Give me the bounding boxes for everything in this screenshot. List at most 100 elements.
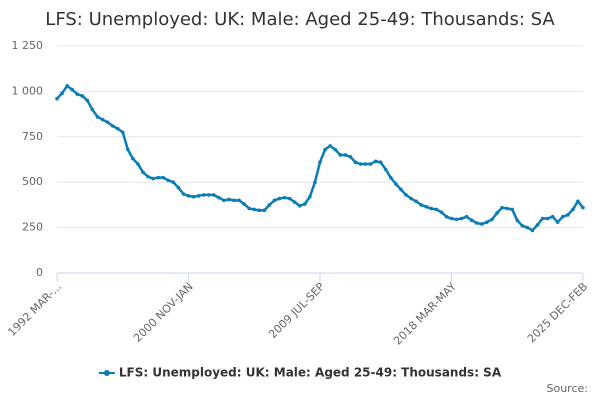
data-point (571, 207, 575, 212)
data-point (308, 194, 312, 199)
y-tick-label: 500 (22, 175, 43, 188)
data-point (55, 96, 59, 101)
data-point (474, 221, 479, 225)
source: Source: (547, 382, 589, 395)
data-point (201, 193, 206, 197)
data-point (206, 193, 211, 197)
data-point (353, 160, 358, 165)
data-point (378, 160, 383, 165)
data-point (262, 208, 267, 213)
data-point (454, 217, 459, 222)
data-point (363, 162, 368, 166)
data-point (166, 178, 171, 183)
x-tick-label: 2018 MAR-MAY (391, 280, 459, 348)
data-point (399, 187, 403, 192)
data-point (95, 115, 100, 119)
data-point (505, 206, 509, 211)
data-point (252, 207, 257, 212)
data-point (343, 153, 348, 157)
data-point (237, 198, 241, 203)
y-tick-label: 0 (36, 266, 43, 279)
data-point (510, 207, 514, 212)
data-point (313, 180, 317, 184)
data-point (348, 154, 353, 159)
data-point (485, 220, 489, 224)
x-tick-label: 1992 MAR-... (5, 280, 64, 339)
data-point (60, 91, 64, 96)
y-tick-label: 750 (22, 130, 43, 143)
data-point (126, 147, 130, 152)
data-point (368, 162, 373, 166)
x-tick-label: 2025 DEC-FEB (525, 280, 590, 345)
data-point (515, 218, 520, 223)
data-point (100, 117, 105, 122)
data-point (449, 216, 454, 221)
data-point (161, 175, 166, 180)
data-point (131, 156, 135, 161)
data-point (530, 228, 535, 233)
legend-marker (103, 370, 110, 376)
data-point (358, 162, 363, 166)
data-point (110, 124, 115, 128)
data-point (277, 196, 282, 201)
data-point (566, 213, 570, 217)
data-point (211, 193, 216, 197)
data-point (540, 216, 545, 221)
data-point (409, 196, 413, 201)
data-point (267, 203, 272, 207)
data-line (56, 84, 584, 232)
data-point (459, 216, 464, 221)
data-point (181, 192, 186, 196)
data-point (464, 214, 469, 219)
data-point (525, 225, 530, 230)
data-point (70, 87, 74, 92)
data-point (297, 204, 302, 208)
data-point (576, 199, 580, 204)
data-point (176, 185, 181, 190)
data-point (287, 196, 292, 201)
data-point (383, 167, 388, 172)
data-point (247, 206, 251, 211)
data-point (419, 203, 423, 207)
data-point (555, 220, 560, 224)
data-point (560, 214, 565, 219)
data-point (85, 98, 90, 103)
data-point (257, 208, 262, 213)
chart-title: LFS: Unemployed: UK: Male: Aged 25-49: T… (45, 9, 555, 30)
data-point (75, 92, 80, 96)
data-point (196, 194, 201, 198)
data-point (232, 198, 236, 203)
data-point (105, 120, 110, 125)
data-point (120, 130, 125, 135)
y-tick-label: 250 (22, 221, 43, 234)
data-point (136, 162, 140, 166)
data-point (65, 84, 69, 88)
data-point (545, 216, 550, 221)
data-point (80, 94, 85, 98)
data-point (242, 202, 246, 206)
data-point (373, 159, 378, 164)
data-point (323, 147, 327, 152)
data-point (404, 193, 408, 197)
data-point (146, 174, 150, 179)
data-point (550, 214, 555, 219)
x-tick-label: 2009 JUL-SEP (266, 280, 327, 341)
data-point (424, 204, 429, 209)
data-point (141, 170, 145, 175)
data-point (227, 197, 231, 202)
data-point (535, 223, 540, 227)
data-point (394, 182, 398, 186)
data-point (217, 195, 221, 200)
data-point (389, 175, 393, 180)
data-point (414, 199, 418, 204)
data-point (318, 160, 322, 165)
data-point (520, 223, 525, 228)
data-point (480, 222, 484, 226)
data-point (282, 195, 287, 200)
data-point (191, 194, 196, 199)
data-point (328, 144, 332, 148)
data-point (495, 211, 499, 215)
data-point (90, 107, 95, 112)
data-point (444, 214, 449, 219)
